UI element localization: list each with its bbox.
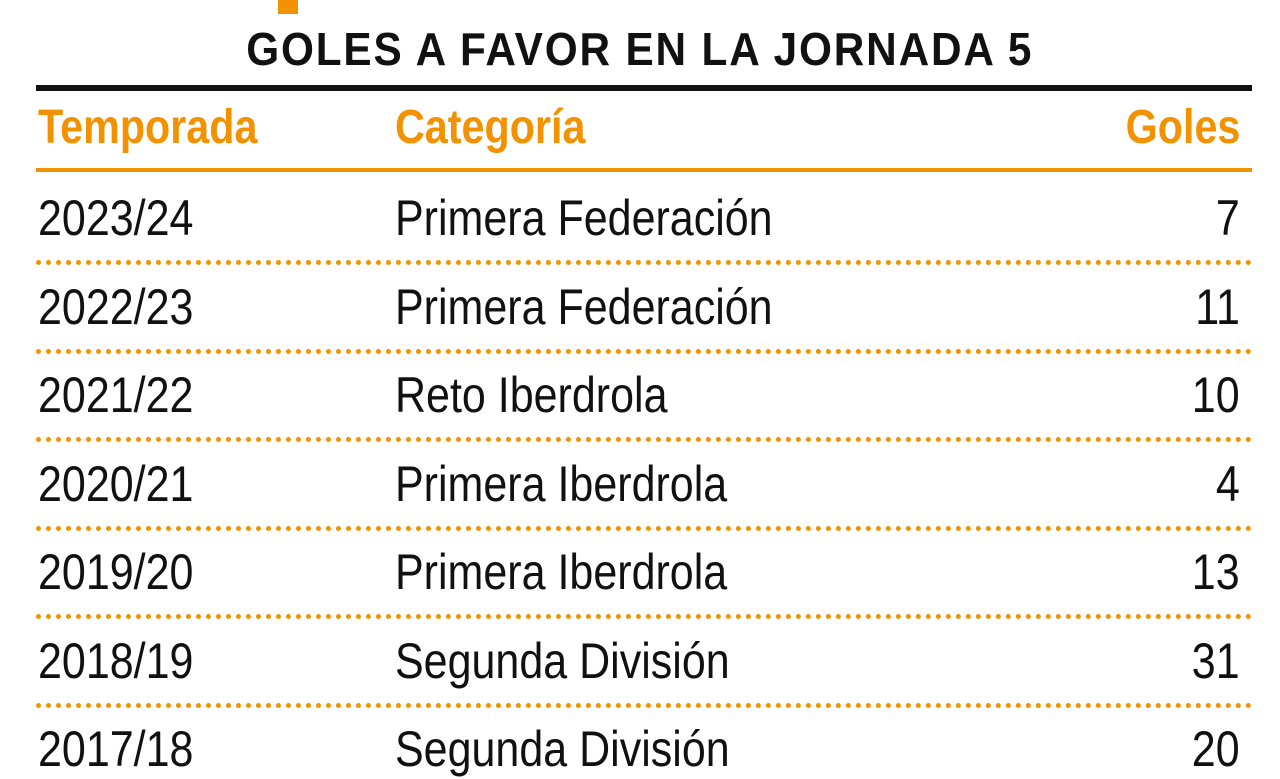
row-text: 7: [1216, 190, 1240, 246]
row-text: 10: [1192, 367, 1240, 423]
row-text: 2019/20: [38, 544, 194, 600]
row-cell: Primera Federación: [395, 188, 834, 248]
row-text: Primera Federación: [395, 190, 773, 246]
row-cell: 2017/18: [38, 719, 219, 779]
row-text: Segunda División: [395, 721, 730, 777]
row-divider: [36, 525, 1252, 531]
row-cell: 2020/21: [38, 454, 219, 514]
row-cell: 20: [940, 719, 1240, 779]
header-cell: Temporada: [38, 98, 293, 158]
row-cell: Primera Iberdrola: [395, 454, 781, 514]
row-text: 2023/24: [38, 190, 194, 246]
header-text: Temporada: [38, 101, 258, 154]
row-text: 2022/23: [38, 278, 194, 335]
row-text: Primera Iberdrola: [395, 455, 728, 512]
row-divider: [36, 702, 1252, 708]
row-cell: 13: [940, 542, 1240, 602]
row-divider: [36, 437, 1252, 442]
row-cell: 2022/23: [38, 277, 219, 337]
row-text: Primera Federación: [395, 278, 773, 335]
row-text: Reto Iberdrola: [395, 367, 668, 423]
row-cell: Segunda División: [395, 719, 784, 779]
row-cell: 4: [940, 454, 1240, 514]
row-cell: Primera Iberdrola: [395, 542, 781, 602]
header-text: Goles: [1125, 101, 1240, 154]
row-text: 31: [1192, 632, 1240, 689]
header-cell: Categoría: [395, 98, 616, 158]
row-cell: Segunda División: [395, 631, 784, 691]
title-text: GOLES A FAVOR EN LA JORNADA 5: [246, 23, 1034, 75]
row-cell: 31: [940, 631, 1240, 691]
header-cell: Goles: [940, 98, 1240, 158]
title-rule: [36, 85, 1252, 91]
row-cell: Primera Federación: [395, 277, 834, 337]
row-text: 2018/19: [38, 632, 194, 689]
row-divider: [36, 614, 1252, 619]
accent-bar: [278, 0, 298, 14]
title: GOLES A FAVOR EN LA JORNADA 5: [0, 22, 1280, 76]
row-text: 11: [1195, 278, 1240, 335]
header-rule: [36, 168, 1252, 172]
row-cell: 10: [940, 365, 1240, 425]
row-cell: 11: [940, 277, 1240, 337]
row-cell: Reto Iberdrola: [395, 365, 712, 425]
row-cell: 2023/24: [38, 188, 219, 248]
row-cell: 2021/22: [38, 365, 219, 425]
header-text: Categoría: [395, 101, 586, 154]
row-text: Segunda División: [395, 632, 730, 689]
row-text: 2020/21: [38, 455, 194, 512]
row-text: 13: [1192, 544, 1240, 600]
row-text: Primera Iberdrola: [395, 544, 728, 600]
row-divider: [36, 260, 1252, 265]
row-text: 4: [1216, 455, 1240, 512]
row-cell: 2018/19: [38, 631, 219, 691]
row-cell: 7: [940, 188, 1240, 248]
row-text: 20: [1192, 721, 1240, 777]
row-divider: [36, 348, 1252, 354]
row-text: 2021/22: [38, 367, 194, 423]
row-text: 2017/18: [38, 721, 194, 777]
row-cell: 2019/20: [38, 542, 219, 602]
